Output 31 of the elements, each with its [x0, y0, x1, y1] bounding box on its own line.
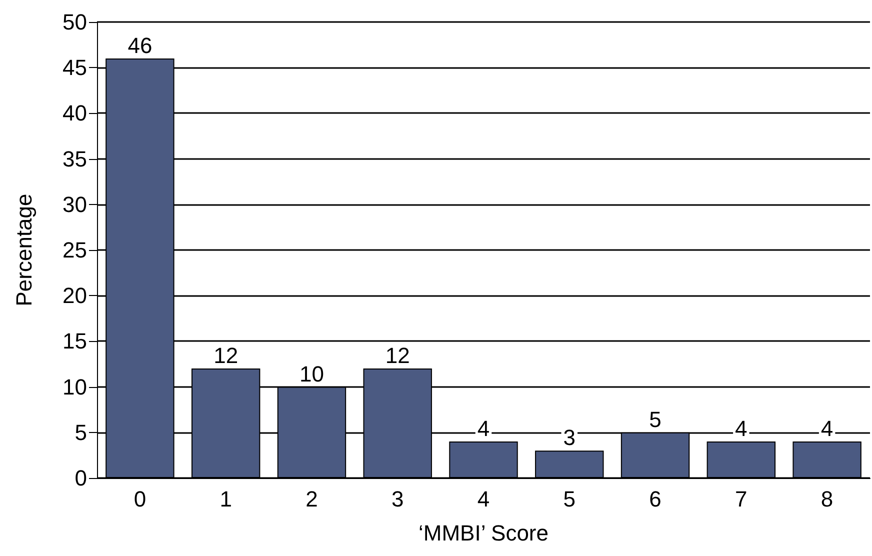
y-tick-label: 5: [74, 420, 87, 445]
data-label: 46: [128, 32, 152, 58]
data-label: 4: [820, 416, 834, 442]
y-tick-label: 25: [62, 238, 87, 262]
data-label: 10: [299, 361, 324, 386]
y-axis-title: Percentage: [12, 194, 36, 306]
x-tick-label: 7: [735, 486, 748, 512]
x-tick-label: 8: [820, 486, 834, 512]
x-tick-label: 3: [391, 486, 404, 512]
data-label: 3: [563, 425, 576, 450]
x-tick-label: 1: [220, 486, 232, 512]
y-tick-label: 30: [62, 192, 87, 217]
x-tick-label: 4: [477, 486, 490, 512]
x-tick-label: 0: [134, 486, 146, 512]
y-tick-label: 35: [62, 146, 87, 172]
y-tick-label: 40: [62, 100, 87, 126]
data-label: 12: [214, 343, 238, 368]
data-label: 5: [649, 406, 662, 432]
data-label: 4: [477, 416, 490, 442]
y-tick-label: 0: [74, 466, 87, 490]
x-tick-label: 2: [306, 486, 318, 512]
y-tick-label: 45: [62, 55, 87, 80]
y-tick-label: 20: [62, 283, 87, 308]
y-tick-label: 10: [62, 374, 87, 400]
y-tick-label: 50: [62, 10, 87, 34]
x-axis-title: ‘MMBI’ Score: [418, 520, 548, 546]
y-tick-label: 15: [62, 328, 87, 354]
x-tick-label: 6: [649, 486, 662, 512]
x-tick-label: 5: [563, 486, 576, 512]
data-label: 12: [385, 343, 410, 368]
data-label: 4: [735, 416, 748, 442]
